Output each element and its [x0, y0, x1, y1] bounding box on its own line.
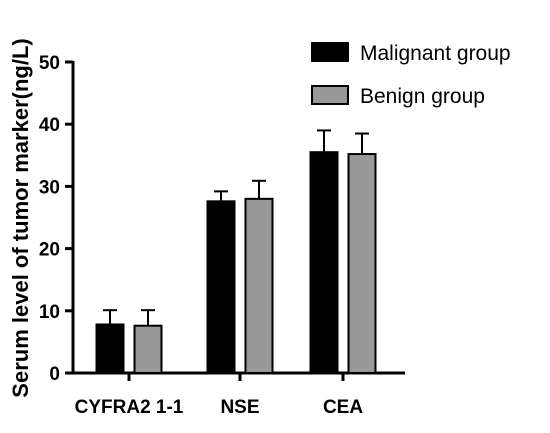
bar-benign — [244, 197, 274, 374]
legend-swatch — [311, 42, 349, 62]
bars — [95, 129, 377, 375]
y-axis-label: Serum level of tumor marker(ng/L) — [8, 38, 33, 397]
bar-malignant — [95, 323, 125, 375]
bar-benign — [347, 153, 377, 374]
y-tick-label: 30 — [39, 177, 60, 198]
bar-malignant — [309, 151, 339, 374]
y-tick-label: 0 — [49, 364, 60, 385]
y-tick-label: 40 — [39, 115, 60, 136]
legend-swatch — [311, 85, 349, 105]
y-tick-label: 20 — [39, 240, 60, 261]
y-tick-label: 50 — [39, 53, 60, 74]
legend-label: Benign group — [360, 85, 485, 108]
axes: 0 10 20 30 40 50 CYFRA2 1-1 NSE CEA — [39, 53, 405, 418]
y-tick-label: 10 — [39, 302, 60, 323]
legend-label: Malignant group — [360, 42, 511, 65]
x-tick-label: CYFRA2 1-1 — [75, 397, 184, 418]
legend: Malignant group Benign group — [311, 42, 511, 108]
bar-benign — [133, 324, 163, 374]
x-tick-label: NSE — [220, 397, 259, 418]
x-tick-label: CEA — [323, 397, 363, 418]
bar-malignant — [206, 200, 236, 374]
